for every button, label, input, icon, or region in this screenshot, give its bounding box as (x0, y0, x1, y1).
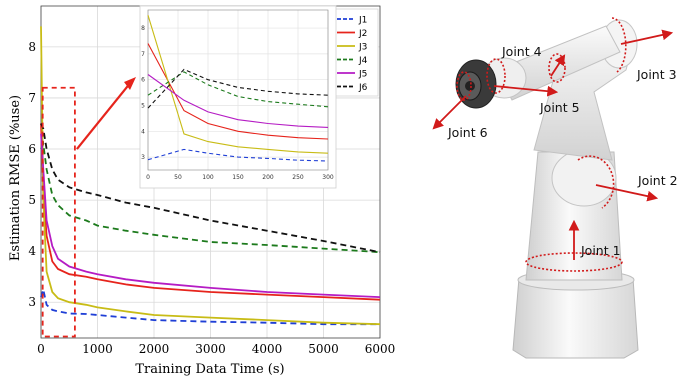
chart-legend: J1 J2 J3 J4 J5 J6 (332, 8, 379, 97)
inset-x-tick-label: 200 (262, 174, 274, 181)
inset-series-line-j5 (147, 74, 329, 128)
series-line-j6 (40, 123, 381, 254)
x-tick-label: 3000 (195, 342, 226, 356)
inset-x-tick-label: 250 (292, 174, 304, 181)
y-tick-label: 7 (28, 91, 36, 105)
inset-series-line-j6 (147, 68, 329, 109)
y-tick-label: 6 (28, 142, 36, 156)
joint-5-label: Joint 5 (539, 100, 580, 115)
joint-6-arrow (432, 95, 467, 130)
inset-y-tick-label: 5 (141, 102, 145, 109)
legend-label-j2: J2 (358, 29, 367, 39)
joint-3-arrow (620, 29, 674, 45)
series-line-j4 (40, 140, 381, 254)
y-tick-label: 8 (28, 40, 36, 54)
rmse-chart: 0 1000 2000 3000 4000 5000 6000345678J1J2J3J4J… (8, 5, 396, 377)
series-line-j2 (40, 123, 381, 301)
inset-series-line-j2 (147, 43, 329, 140)
inset-plot-area: 0 50 100 150 200 250 300 3 4 5 6 7 8 (139, 5, 337, 189)
x-tick-label: 1000 (82, 342, 113, 356)
inset-y-tick-label: 6 (141, 77, 145, 84)
y-tick-label: 5 (28, 193, 36, 207)
joint-6-ring (456, 71, 472, 101)
x-tick-label: 4000 (252, 342, 283, 356)
legend-box (332, 8, 379, 97)
inset-series-line-j1 (147, 148, 329, 162)
legend-label-j6: J6 (358, 83, 368, 93)
inset-x-tick-label: 50 (174, 174, 182, 181)
y-tick-label: 3 (28, 295, 36, 309)
legend-label-j4: J4 (358, 56, 368, 66)
series-line-j5 (40, 133, 381, 298)
joint-4-label: Joint 4 (501, 44, 542, 59)
joint-labels: Joint 1 Joint 2 Joint 3 Joint 4 Joint 5 … (447, 44, 678, 258)
joint-1-ring (525, 252, 623, 272)
series-line-j3 (40, 26, 381, 326)
legend-label-j1: J1 (358, 16, 367, 26)
zoom-arrow-head (124, 77, 136, 90)
x-tick-label: 2000 (139, 342, 170, 356)
joint-5-ring (486, 58, 506, 94)
joint-4-ring (548, 53, 566, 83)
joint-5-arrow (493, 85, 559, 97)
joint-2-ring (577, 155, 615, 209)
x-tick-label: 5000 (308, 342, 339, 356)
inset-y-tick-label: 7 (141, 51, 145, 58)
joint-3-ring (611, 17, 627, 73)
x-tick-label: 6000 (365, 342, 396, 356)
joint-6-label: Joint 6 (447, 125, 488, 140)
x-axis-label: Training Data Time (s) (135, 362, 284, 377)
zoom-region-box (41, 86, 76, 338)
inset-x-tick-label: 100 (202, 174, 214, 181)
robot-body (455, 19, 639, 359)
joint-2-arrow (595, 184, 659, 202)
inset-y-tick-label: 8 (141, 25, 145, 32)
inset-x-tick-label: 0 (146, 174, 150, 181)
y-axis-label: Estimation RMSE (%use) (8, 95, 23, 261)
joint-2-label: Joint 2 (637, 173, 678, 188)
inset-series-line-j3 (147, 15, 329, 154)
x-tick-label: 0 (37, 342, 45, 356)
joint-1-label: Joint 1 (580, 243, 621, 258)
series-line-j1 (40, 285, 380, 326)
legend-label-j5: J5 (358, 70, 367, 80)
robot-arm-figure: Joint 1 Joint 2 Joint 3 Joint 4 Joint 5 … (432, 17, 678, 359)
joint-rings (456, 17, 627, 272)
joint-3-label: Joint 3 (636, 67, 677, 82)
legend-label-j3: J3 (358, 43, 367, 53)
inset-y-tick-label: 4 (141, 128, 145, 135)
y-tick-label: 4 (28, 244, 36, 258)
zoom-arrow-line (76, 81, 132, 150)
joint-arrows (432, 29, 674, 260)
inset-x-tick-label: 150 (232, 174, 244, 181)
inset-x-tick-label: 300 (322, 174, 334, 181)
inset-y-tick-label: 3 (141, 154, 145, 161)
inset-series-line-j4 (147, 71, 329, 108)
joint-4-arrow (550, 54, 566, 77)
inset-frame (147, 9, 329, 171)
